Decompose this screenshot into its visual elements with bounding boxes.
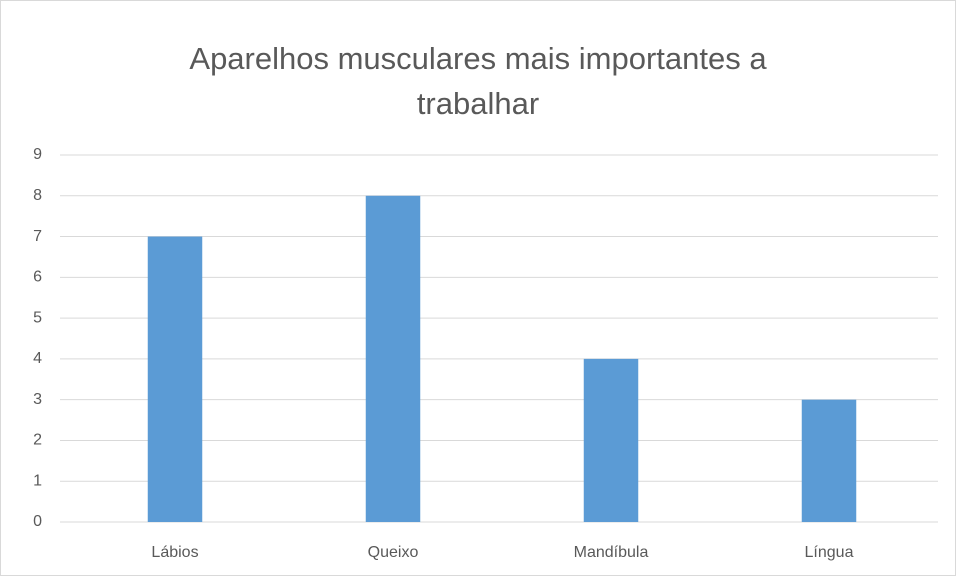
- y-tick-label: 3: [33, 391, 42, 408]
- y-tick-label: 2: [33, 432, 42, 449]
- y-tick-label: 7: [33, 228, 42, 245]
- y-tick-label: 4: [33, 350, 42, 367]
- y-tick-label: 8: [33, 187, 42, 204]
- x-tick-label: Queixo: [368, 544, 419, 561]
- x-tick-label: Língua: [805, 544, 854, 561]
- y-tick-label: 6: [33, 269, 42, 286]
- bar: [583, 358, 639, 522]
- bar: [147, 236, 203, 523]
- y-tick-label: 9: [33, 146, 42, 163]
- y-tick-label: 1: [33, 472, 42, 489]
- bar: [365, 195, 421, 522]
- chart-title: Aparelhos musculares mais importantes a …: [189, 41, 767, 121]
- y-tick-label: 0: [33, 513, 42, 530]
- x-tick-label: Mandíbula: [574, 544, 649, 561]
- x-tick-label: Lábios: [151, 544, 198, 561]
- bar: [801, 399, 857, 522]
- y-tick-label: 5: [33, 309, 42, 326]
